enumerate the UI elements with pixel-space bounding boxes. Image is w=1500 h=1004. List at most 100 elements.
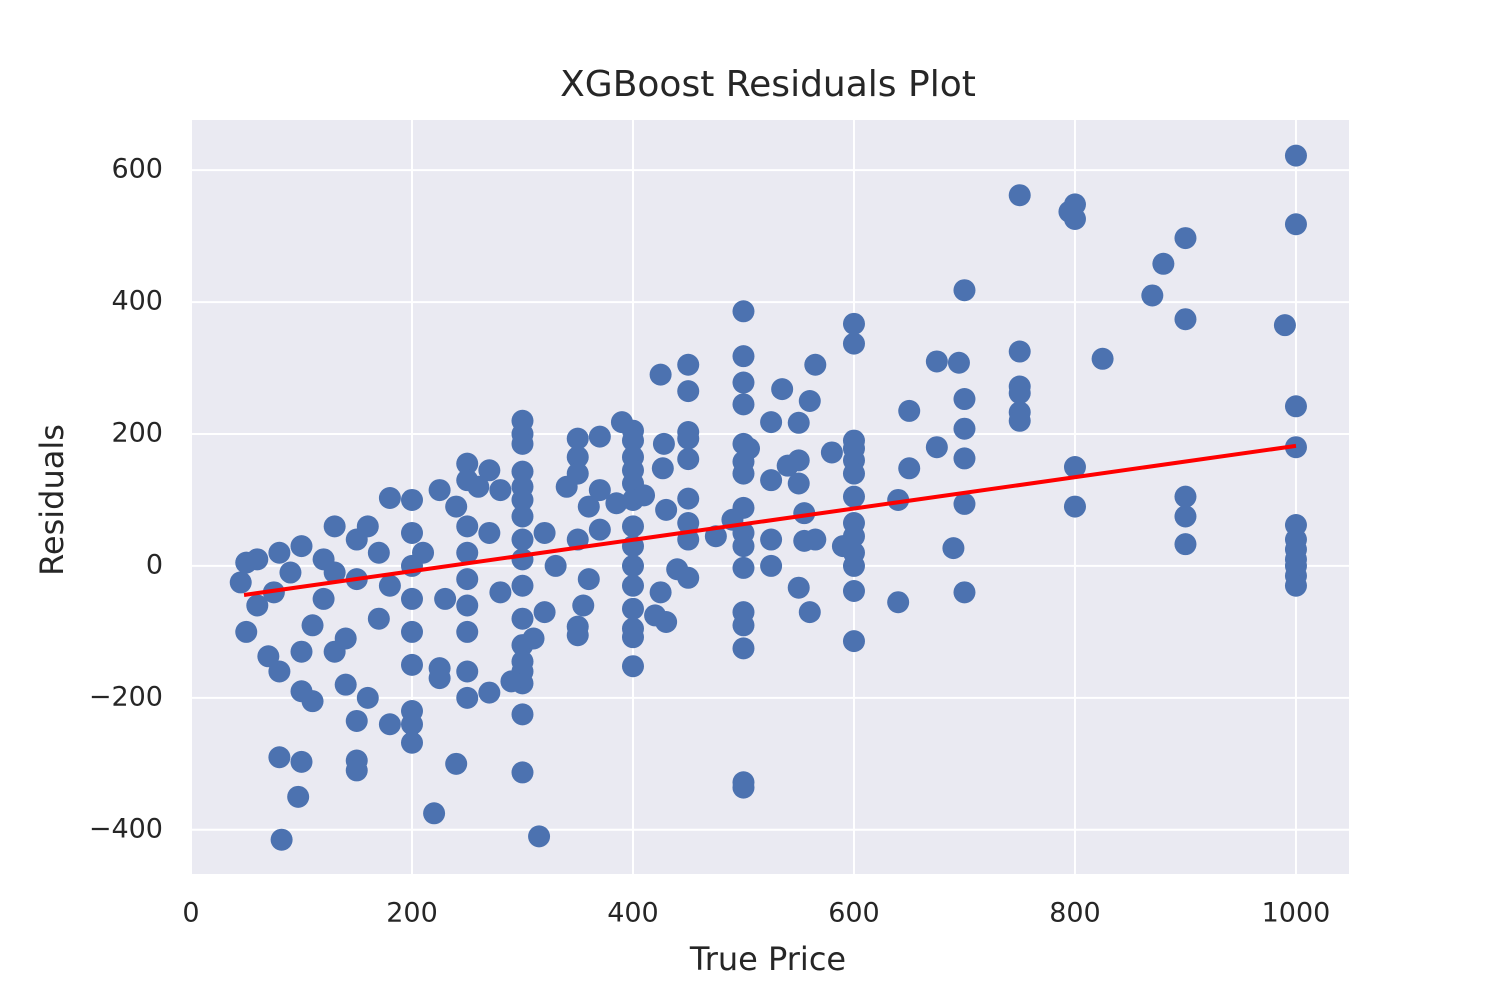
data-point — [1008, 340, 1031, 363]
data-point — [621, 626, 644, 649]
data-point — [323, 561, 346, 584]
data-point — [1141, 284, 1164, 307]
data-point — [898, 457, 921, 480]
y-tick-label: 0 — [146, 549, 163, 580]
x-axis-label: True Price — [689, 940, 846, 978]
data-point — [677, 487, 700, 510]
data-point — [621, 429, 644, 452]
data-point — [367, 541, 390, 564]
data-point — [290, 680, 313, 703]
data-point — [588, 479, 611, 502]
data-point — [511, 432, 534, 455]
x-tick-label: 200 — [386, 898, 438, 929]
data-point — [522, 627, 545, 650]
data-point — [235, 551, 258, 574]
data-point — [1091, 347, 1114, 370]
data-point — [478, 521, 501, 544]
data-point — [566, 624, 589, 647]
data-point — [732, 556, 755, 579]
x-tick-label: 800 — [1049, 898, 1101, 929]
data-point — [511, 761, 534, 784]
data-point — [787, 576, 810, 599]
data-point — [942, 537, 965, 560]
y-axis-label: Residuals — [33, 424, 71, 576]
data-point — [511, 703, 534, 726]
data-point — [655, 498, 678, 521]
x-tick-label: 0 — [182, 898, 199, 929]
data-point — [290, 535, 313, 558]
data-point — [776, 454, 799, 477]
data-point — [235, 620, 258, 643]
data-point — [1008, 184, 1031, 207]
data-point — [925, 350, 948, 373]
data-point — [478, 459, 501, 482]
data-point — [651, 457, 674, 480]
data-point — [1284, 574, 1307, 597]
data-point — [566, 446, 589, 469]
data-point — [400, 713, 423, 736]
data-point — [290, 640, 313, 663]
y-tick-label: −400 — [89, 813, 163, 844]
data-point — [588, 518, 611, 541]
data-point — [1063, 207, 1086, 230]
data-point — [566, 427, 589, 450]
data-point — [511, 460, 534, 483]
data-point — [793, 502, 816, 525]
data-point — [644, 604, 667, 627]
data-point — [947, 351, 970, 374]
data-point — [760, 528, 783, 551]
data-point — [445, 752, 468, 775]
data-point — [633, 484, 656, 507]
data-point — [649, 581, 672, 604]
data-point — [334, 627, 357, 650]
x-tick-label: 1000 — [1262, 898, 1331, 929]
data-point — [1174, 533, 1197, 556]
data-point — [953, 492, 976, 515]
y-tick-label: 400 — [111, 286, 163, 317]
data-point — [1284, 395, 1307, 418]
data-point — [649, 363, 672, 386]
data-point — [732, 535, 755, 558]
data-point — [842, 312, 865, 335]
data-point — [1174, 505, 1197, 528]
data-point — [287, 785, 310, 808]
data-point — [400, 587, 423, 610]
data-point — [456, 660, 479, 683]
data-point — [312, 587, 335, 610]
x-tick-label: 400 — [607, 898, 659, 929]
data-point — [677, 353, 700, 376]
data-point — [428, 479, 451, 502]
data-point — [400, 488, 423, 511]
data-point — [528, 825, 551, 848]
data-point — [555, 475, 578, 498]
data-point — [804, 353, 827, 376]
y-tick-label: 200 — [111, 418, 163, 449]
data-point — [279, 561, 302, 584]
data-point — [842, 580, 865, 603]
data-point — [511, 488, 534, 511]
data-point — [887, 488, 910, 511]
data-point — [771, 378, 794, 401]
data-point — [345, 709, 368, 732]
data-point — [621, 515, 644, 538]
data-point — [456, 541, 479, 564]
data-point — [887, 591, 910, 614]
data-point — [428, 667, 451, 690]
data-point — [1273, 314, 1296, 337]
data-point — [577, 568, 600, 591]
data-point — [842, 554, 865, 577]
data-point — [400, 731, 423, 754]
data-point — [732, 393, 755, 416]
fit-line — [243, 443, 1297, 597]
data-point — [500, 670, 523, 693]
data-point — [345, 759, 368, 782]
data-point — [229, 571, 252, 594]
data-point — [1063, 495, 1086, 518]
data-point — [511, 574, 534, 597]
data-point — [677, 512, 700, 535]
data-point — [953, 447, 976, 470]
data-point — [677, 380, 700, 403]
data-point — [378, 574, 401, 597]
data-point — [511, 505, 534, 528]
